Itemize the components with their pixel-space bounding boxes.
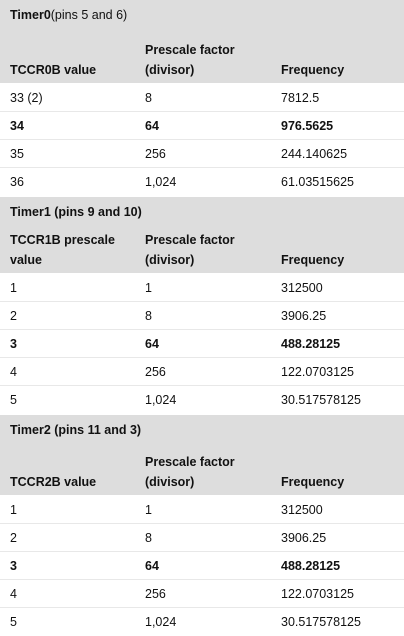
cell-prescale: 8 (145, 90, 152, 105)
table-row: 5 1,024 30.517578125 (0, 608, 404, 636)
header-prescale: Prescale factor (divisor) (145, 455, 235, 489)
cell-prescale: 64 (145, 336, 159, 351)
cell-register: 34 (10, 118, 24, 133)
header-row: TCCR0B value Prescale factor (divisor) F… (0, 30, 404, 84)
cell-frequency: 312500 (281, 502, 323, 517)
table-row: 36 1,024 61.03515625 (0, 168, 404, 196)
cell-frequency: 30.517578125 (281, 393, 361, 407)
cell-prescale: 256 (145, 586, 166, 601)
cell-register: 3 (10, 336, 17, 351)
cell-register: 33 (2) (10, 90, 43, 105)
table-row: 2 8 3906.25 (0, 302, 404, 330)
section-body-timer0: 33 (2) 8 7812.5 34 64 976.5625 35 256 24… (0, 84, 404, 196)
table-row: 2 8 3906.25 (0, 524, 404, 552)
cell-prescale: 256 (145, 146, 166, 161)
cell-frequency: 122.0703125 (281, 586, 354, 601)
table-row: 35 256 244.140625 (0, 140, 404, 168)
cell-register: 2 (10, 308, 17, 323)
table-row: 3 64 488.28125 (0, 552, 404, 580)
cell-prescale: 1 (145, 280, 152, 295)
table-row: 4 256 122.0703125 (0, 580, 404, 608)
table-row: 4 256 122.0703125 (0, 358, 404, 386)
section-title-main: Timer2 (pins 11 and 3) (10, 422, 142, 437)
table-row: 33 (2) 8 7812.5 (0, 84, 404, 112)
cell-prescale: 1 (145, 502, 152, 517)
cell-frequency: 30.517578125 (281, 615, 361, 629)
cell-frequency: 3906.25 (281, 530, 327, 545)
cell-prescale: 1,024 (145, 615, 177, 629)
section-title-main: Timer1 (pins 9 and 10) (10, 204, 142, 219)
cell-prescale: 64 (145, 118, 159, 133)
cell-frequency: 488.28125 (281, 336, 341, 351)
header-frequency: Frequency (281, 63, 345, 77)
cell-register: 4 (10, 586, 17, 601)
section-title-detail: (pins 5 and 6) (50, 8, 128, 22)
cell-register: 4 (10, 364, 17, 379)
cell-prescale: 256 (145, 364, 166, 379)
cell-prescale: 1,024 (145, 393, 177, 407)
header-row: TCCR1B prescale value Prescale factor (d… (0, 226, 404, 274)
cell-frequency: 7812.5 (281, 90, 320, 105)
cell-frequency: 488.28125 (281, 558, 341, 573)
cell-prescale: 64 (145, 558, 159, 573)
table-row: 1 1 312500 (0, 496, 404, 524)
table-row: 5 1,024 30.517578125 (0, 386, 404, 414)
section-body-timer2: 1 1 312500 2 8 3906.25 3 64 488.28125 4 … (0, 496, 404, 636)
header-frequency: Frequency (281, 253, 345, 267)
section-body-timer1: 1 1 312500 2 8 3906.25 3 64 488.28125 4 … (0, 274, 404, 414)
section-title-timer1: Timer1 (pins 9 and 10) (0, 196, 404, 226)
section-title-main: Timer0 (10, 8, 51, 22)
cell-frequency: 61.03515625 (281, 175, 354, 189)
cell-prescale: 1,024 (145, 175, 177, 189)
cell-register: 5 (10, 615, 17, 629)
section-title-timer0: Timer0 (pins 5 and 6) (0, 0, 404, 30)
section-title-timer2: Timer2 (pins 11 and 3) (0, 414, 404, 444)
header-register: TCCR1B prescale value (10, 233, 115, 267)
header-register: TCCR0B value (10, 63, 97, 77)
header-register: TCCR2B value (10, 475, 97, 489)
cell-register: 2 (10, 530, 17, 545)
table-row: 1 1 312500 (0, 274, 404, 302)
cell-register: 1 (10, 502, 17, 517)
cell-frequency: 244.140625 (281, 146, 348, 161)
header-row: TCCR2B value Prescale factor (divisor) F… (0, 444, 404, 496)
cell-register: 3 (10, 558, 17, 573)
table-row: 34 64 976.5625 (0, 112, 404, 140)
table-row: 3 64 488.28125 (0, 330, 404, 358)
header-frequency: Frequency (281, 475, 345, 489)
cell-prescale: 8 (145, 308, 152, 323)
header-prescale: Prescale factor (divisor) (145, 233, 235, 267)
cell-frequency: 3906.25 (281, 308, 327, 323)
cell-register: 36 (10, 175, 24, 189)
cell-register: 5 (10, 393, 17, 407)
cell-register: 35 (10, 146, 24, 161)
cell-frequency: 976.5625 (281, 118, 334, 133)
cell-register: 1 (10, 280, 17, 295)
cell-frequency: 312500 (281, 280, 323, 295)
cell-prescale: 8 (145, 530, 152, 545)
header-prescale: Prescale factor (divisor) (145, 43, 235, 77)
cell-frequency: 122.0703125 (281, 364, 354, 379)
